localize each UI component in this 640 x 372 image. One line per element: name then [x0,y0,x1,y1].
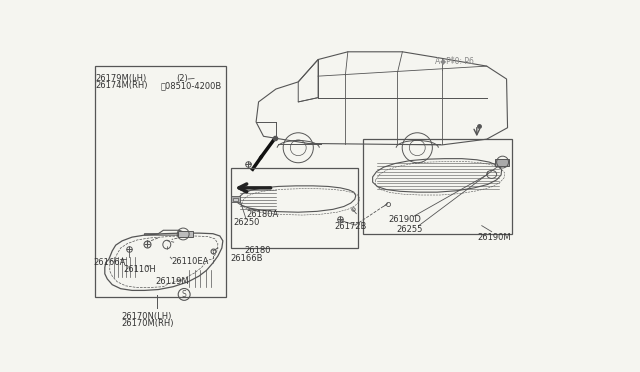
Bar [231,196,240,202]
Text: 26179M(LH): 26179M(LH) [96,74,147,83]
Bar [233,198,238,201]
Text: 26180: 26180 [244,246,271,255]
Text: Ⓝ08510-4200B: Ⓝ08510-4200B [161,81,221,90]
Bar [95,66,227,297]
Text: 26172B: 26172B [334,222,366,231]
Bar [495,158,509,166]
Text: 26250: 26250 [234,218,260,227]
Text: 26174M(RH): 26174M(RH) [96,81,148,90]
Text: S: S [182,290,186,299]
Text: 26110EA: 26110EA [172,257,209,266]
Text: 26166A: 26166A [94,258,126,267]
Text: 26190M: 26190M [478,233,511,242]
Text: 26119M: 26119M [156,277,189,286]
Text: 26170M(RH): 26170M(RH) [121,319,173,328]
Text: 26190D: 26190D [388,215,421,224]
Text: 26180A: 26180A [246,210,279,219]
Bar [178,231,193,237]
Text: 26110H: 26110H [124,264,156,274]
Text: 26255: 26255 [396,225,422,234]
Bar [231,168,358,248]
Text: 26170N(LH): 26170N(LH) [121,312,172,321]
Text: 26166B: 26166B [230,254,263,263]
Bar [363,139,511,234]
Text: A◆P⁑0: P6: A◆P⁑0: P6 [435,56,474,65]
Text: (2): (2) [177,74,188,83]
